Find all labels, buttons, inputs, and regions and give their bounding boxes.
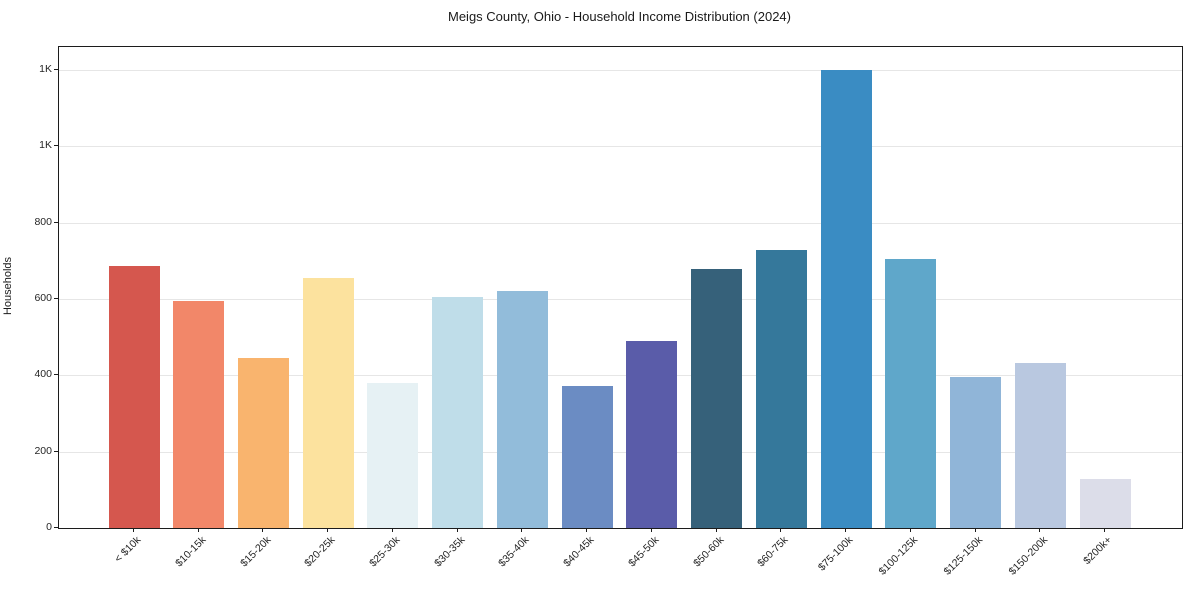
x-tick-mark: [909, 528, 911, 532]
bar-100-125k: [885, 259, 937, 528]
y-axis-label: Households: [2, 256, 14, 316]
x-tick-label: $150-200k: [1006, 534, 1050, 578]
x-tick-mark: [327, 528, 329, 532]
y-tick-label: 1K: [39, 139, 52, 152]
gridline-400: [59, 375, 1182, 377]
bar-10k: [108, 265, 160, 528]
x-tick-label: $30-35k: [431, 534, 468, 570]
x-tick-label: $200k+: [1081, 534, 1115, 568]
x-tick-mark: [1104, 528, 1105, 532]
chart-title: Meigs County, Ohio - Household Income Di…: [448, 9, 791, 24]
x-tick-mark: [586, 528, 588, 532]
bar-40-45k: [561, 385, 613, 528]
bar-45-50k: [626, 341, 678, 528]
x-tick-label: $15-20k: [237, 534, 273, 570]
gridline-1K: [59, 146, 1182, 148]
x-tick-label: $75-100k: [816, 534, 856, 574]
bar-20-25k: [302, 277, 354, 528]
bar-15-20k: [237, 358, 289, 528]
y-tick-label: 400: [34, 368, 52, 381]
gridline-600: [59, 298, 1182, 300]
y-tick-mark: [54, 527, 58, 528]
x-tick-mark: [456, 528, 458, 532]
y-tick-mark: [54, 450, 58, 452]
y-tick-label: 200: [34, 444, 52, 457]
gridline-200: [59, 451, 1182, 453]
gridline-800: [59, 222, 1182, 224]
bar-50-60k: [691, 269, 743, 528]
x-tick-label: $20-25k: [302, 534, 338, 570]
bar-150-200k: [1014, 363, 1066, 528]
plot-area: [58, 46, 1183, 529]
y-tick-label: 1K: [39, 62, 52, 75]
x-tick-label: $50-60k: [690, 534, 727, 570]
x-tick-label: < $10k: [112, 534, 144, 565]
x-tick-label: $35-40k: [496, 534, 532, 570]
x-tick-mark: [650, 528, 652, 532]
gridline-1K: [59, 69, 1182, 71]
y-tick-label: 600: [34, 291, 52, 304]
x-tick-label: $60-75k: [755, 534, 791, 570]
y-tick-mark: [54, 221, 58, 223]
y-tick-mark: [54, 145, 58, 147]
x-tick-mark: [780, 528, 782, 532]
bar-30-35k: [432, 296, 484, 528]
x-tick-mark: [391, 528, 393, 532]
x-tick-mark: [521, 528, 523, 532]
x-tick-label: $25-30k: [367, 534, 403, 570]
y-tick-mark: [54, 297, 58, 299]
x-tick-mark: [133, 528, 134, 532]
x-tick-label: $45-50k: [626, 534, 662, 570]
y-tick-label: 0: [46, 521, 52, 533]
x-tick-label: $10-15k: [172, 534, 209, 570]
bar-200k: [1079, 478, 1131, 528]
x-tick-mark: [845, 528, 847, 532]
x-tick-mark: [715, 528, 717, 532]
x-tick-mark: [197, 528, 199, 532]
bar-10-15k: [173, 300, 225, 528]
x-tick-label: $100-125k: [876, 534, 921, 578]
bar-125-150k: [950, 377, 1002, 528]
x-tick-label: $40-45k: [561, 534, 597, 570]
y-tick-label: 800: [34, 215, 52, 228]
bar-75-100k: [820, 69, 872, 528]
y-tick-mark: [54, 374, 58, 376]
x-tick-mark: [262, 528, 264, 532]
y-tick-mark: [54, 68, 58, 70]
bar-60-75k: [755, 250, 807, 528]
x-tick-mark: [1039, 528, 1041, 532]
x-tick-mark: [974, 528, 976, 532]
bar-25-30k: [367, 383, 419, 528]
bar-35-40k: [496, 291, 548, 528]
x-tick-label: $125-150k: [941, 534, 986, 578]
